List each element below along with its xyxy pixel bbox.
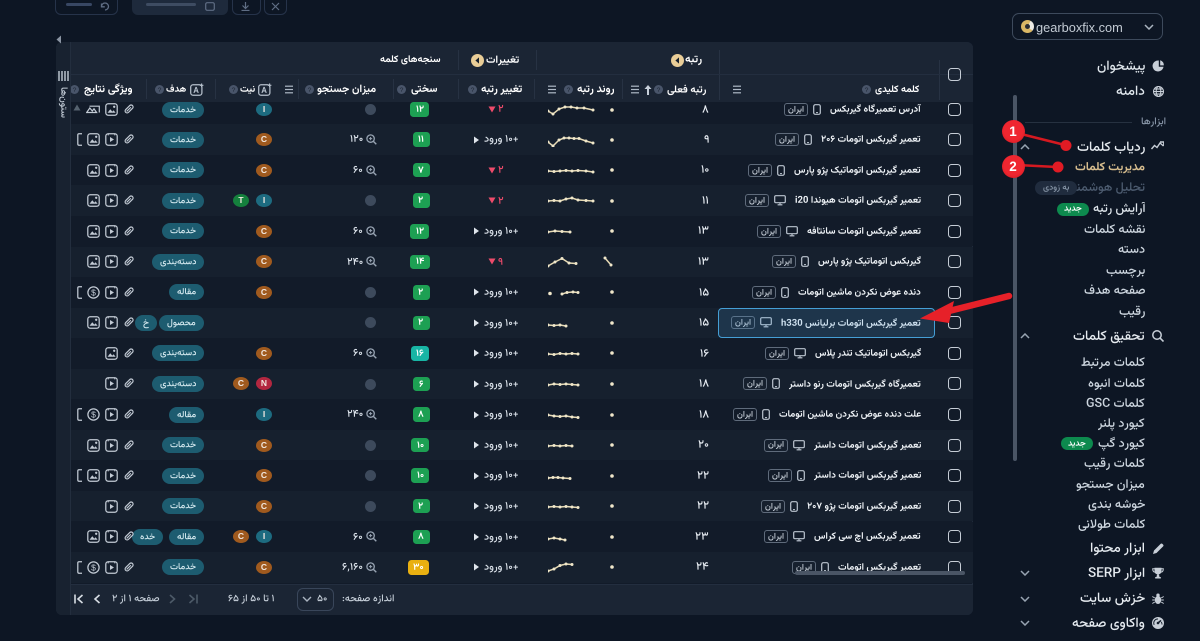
- svg-text:?: ?: [657, 87, 661, 94]
- svg-text:?: ?: [72, 87, 76, 94]
- svg-text:?: ?: [399, 87, 403, 94]
- svg-text:$: $: [91, 562, 96, 572]
- svg-text:?: ?: [157, 87, 161, 94]
- svg-text:$: $: [91, 287, 96, 297]
- svg-text:?: ?: [864, 87, 868, 94]
- svg-text:?: ?: [307, 87, 311, 94]
- svg-text:?: ?: [471, 87, 475, 94]
- svg-text:?: ?: [566, 87, 570, 94]
- svg-text:$: $: [91, 409, 96, 419]
- svg-text:?: ?: [231, 87, 235, 94]
